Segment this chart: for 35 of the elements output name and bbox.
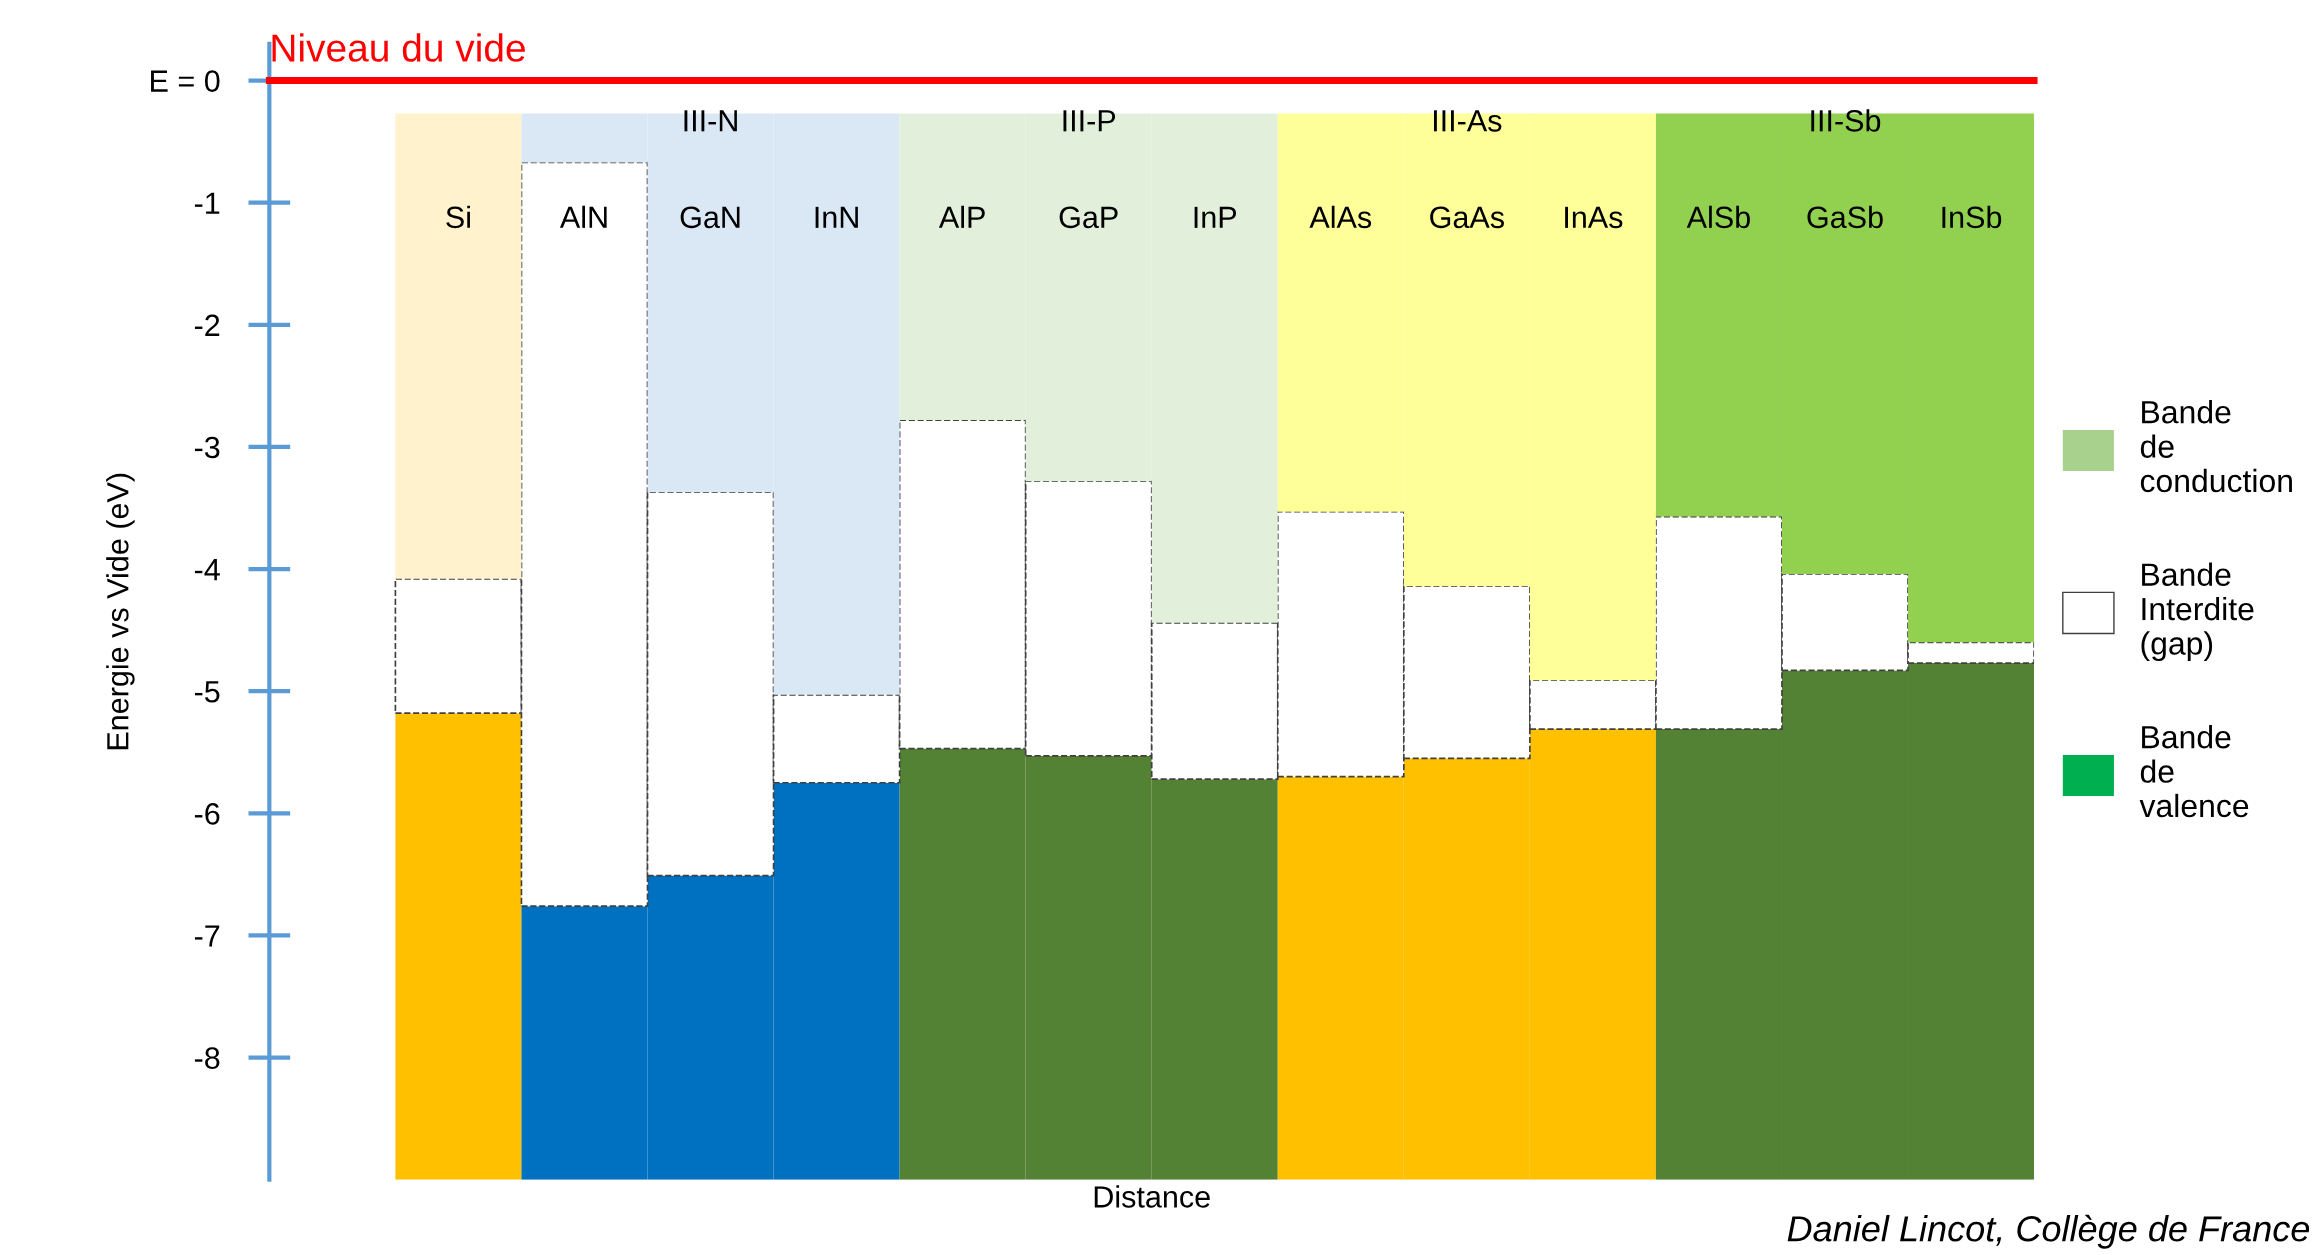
x-tick-label: InSb [1942,205,2002,229]
y-tick-label: -8 [194,1047,220,1069]
x-tick-label: AlSb [1686,205,1750,229]
bar [395,113,522,579]
x-tick-label: AlAs [1309,205,1372,229]
y-tick-label: E = 0 [151,70,220,92]
text: Daniel Lincot, Collège de France [1787,1214,2310,1249]
annotation: III-P [1063,110,1116,132]
x-axis-title: Distance [1094,1185,1210,1208]
x-tick-label: InP [1194,206,1237,228]
x-tick-label: GaP [1059,206,1118,229]
x-tick-label: InAs [1565,206,1623,229]
legend-label: Bande Interdite (gap) [2141,562,2254,662]
ref-line-label: Niveau du vide [272,33,525,62]
y-tick-label: -4 [194,559,220,581]
x-tick-label: AlN [559,205,607,228]
x-tick-label: GaAs [1430,206,1504,229]
x-tick-label: GaSb [1807,205,1883,229]
text: Bande de valence [2139,725,2249,818]
x-tick-label: InN [815,206,858,228]
x-tick-label: GaN [680,206,740,229]
annotation: III-N [684,110,737,132]
x-tick-label: Si [446,205,470,229]
y-tick-label: -2 [194,314,220,336]
annotation: III-As [1434,110,1502,132]
annotation: III-Sb [1811,109,1881,132]
y-axis-title: Energie vs Vide (eV) [106,473,135,750]
y-tick-label: -1 [194,192,220,214]
y-tick-label: -7 [194,925,220,947]
y-tick-label: -3 [194,436,220,459]
text: Bande de conduction [2140,400,2292,493]
bar [395,713,522,1180]
y-tick-label: -5 [194,681,220,703]
x-tick-label: AlP [938,205,985,228]
y-tick-label: -6 [194,803,220,825]
